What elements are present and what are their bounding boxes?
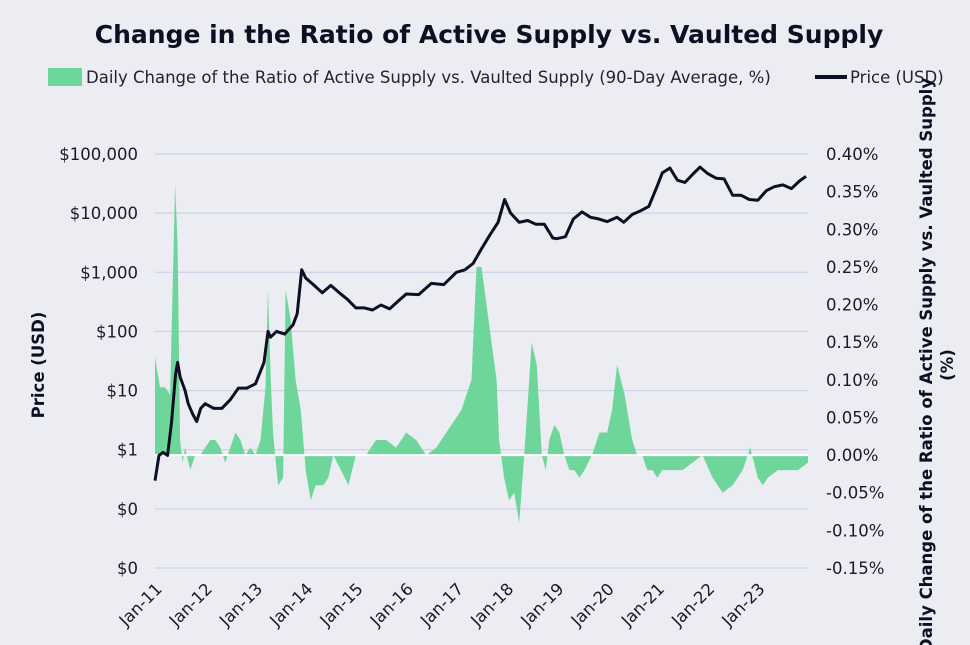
right-axis-label-line: Daily Change of the Ratio of Active Supp… xyxy=(917,78,936,645)
x-tick-label: Jan-23 xyxy=(717,579,768,630)
right-axis-label: Daily Change of the Ratio of Active Supp… xyxy=(917,78,957,645)
right-tick-label: -0.05% xyxy=(826,484,884,503)
chart-title: Change in the Ratio of Active Supply vs.… xyxy=(95,20,884,49)
left-tick-label: $100 xyxy=(96,322,138,341)
x-axis-ticks: Jan-11 Jan-12 Jan-13 Jan-14 Jan-15 Jan-16 Jan-… xyxy=(115,579,769,630)
left-tick-label: $1,000 xyxy=(80,263,138,282)
legend-label-line: Price (USD) xyxy=(850,68,944,87)
right-tick-label: 0.30% xyxy=(826,220,878,239)
x-tick-label: Jan-17 xyxy=(416,579,467,630)
x-tick-label: Jan-21 xyxy=(617,579,668,630)
price-line-group xyxy=(153,165,807,481)
right-tick-label: 0.05% xyxy=(826,408,878,427)
left-axis-label: Price (USD) xyxy=(29,312,48,419)
x-tick-label: Jan-19 xyxy=(516,579,567,630)
left-axis-ticks: $100,000 $10,000 $1,000 $100 $10 $1 $0 $0 xyxy=(59,145,138,578)
right-tick-label: 0.40% xyxy=(826,145,878,164)
left-tick-label: $0 xyxy=(117,559,138,578)
x-tick-label: Jan-15 xyxy=(316,579,367,630)
right-tick-label: -0.15% xyxy=(826,559,884,578)
ratio-change-area-path xyxy=(155,184,808,523)
left-tick-label: $1 xyxy=(117,441,138,460)
x-tick-label: Jan-14 xyxy=(265,579,316,630)
ratio-change-area xyxy=(155,184,808,523)
right-axis-label-line: (%) xyxy=(938,349,957,381)
x-tick-label: Jan-20 xyxy=(567,579,618,630)
x-tick-label: Jan-22 xyxy=(667,579,718,630)
legend-swatch-area xyxy=(48,68,82,86)
right-tick-label: 0.35% xyxy=(826,183,878,202)
x-tick-label: Jan-18 xyxy=(466,579,517,630)
left-tick-label: $100,000 xyxy=(59,145,138,164)
right-tick-label: 0.15% xyxy=(826,333,878,352)
right-tick-label: 0.00% xyxy=(826,446,878,465)
right-axis-ticks: 0.40% 0.35% 0.30% 0.25% 0.20% 0.15% 0.10% 0.05%… xyxy=(826,145,884,578)
left-tick-label: $0 xyxy=(117,500,138,519)
legend-swatch-line xyxy=(815,75,847,79)
right-tick-label: 0.25% xyxy=(826,258,878,277)
x-tick-label: Jan-11 xyxy=(115,579,166,630)
left-tick-label: $10 xyxy=(107,382,139,401)
x-tick-label: Jan-16 xyxy=(366,579,417,630)
right-tick-label: -0.10% xyxy=(826,521,884,540)
x-tick-label: Jan-13 xyxy=(215,579,266,630)
legend: Daily Change of the Ratio of Active Supp… xyxy=(48,68,944,87)
right-tick-label: 0.10% xyxy=(826,371,878,390)
left-tick-label: $10,000 xyxy=(70,204,138,223)
x-tick-label: Jan-12 xyxy=(165,579,216,630)
price-line xyxy=(153,165,807,481)
legend-label-area: Daily Change of the Ratio of Active Supp… xyxy=(86,68,771,87)
right-tick-label: 0.20% xyxy=(826,296,878,315)
